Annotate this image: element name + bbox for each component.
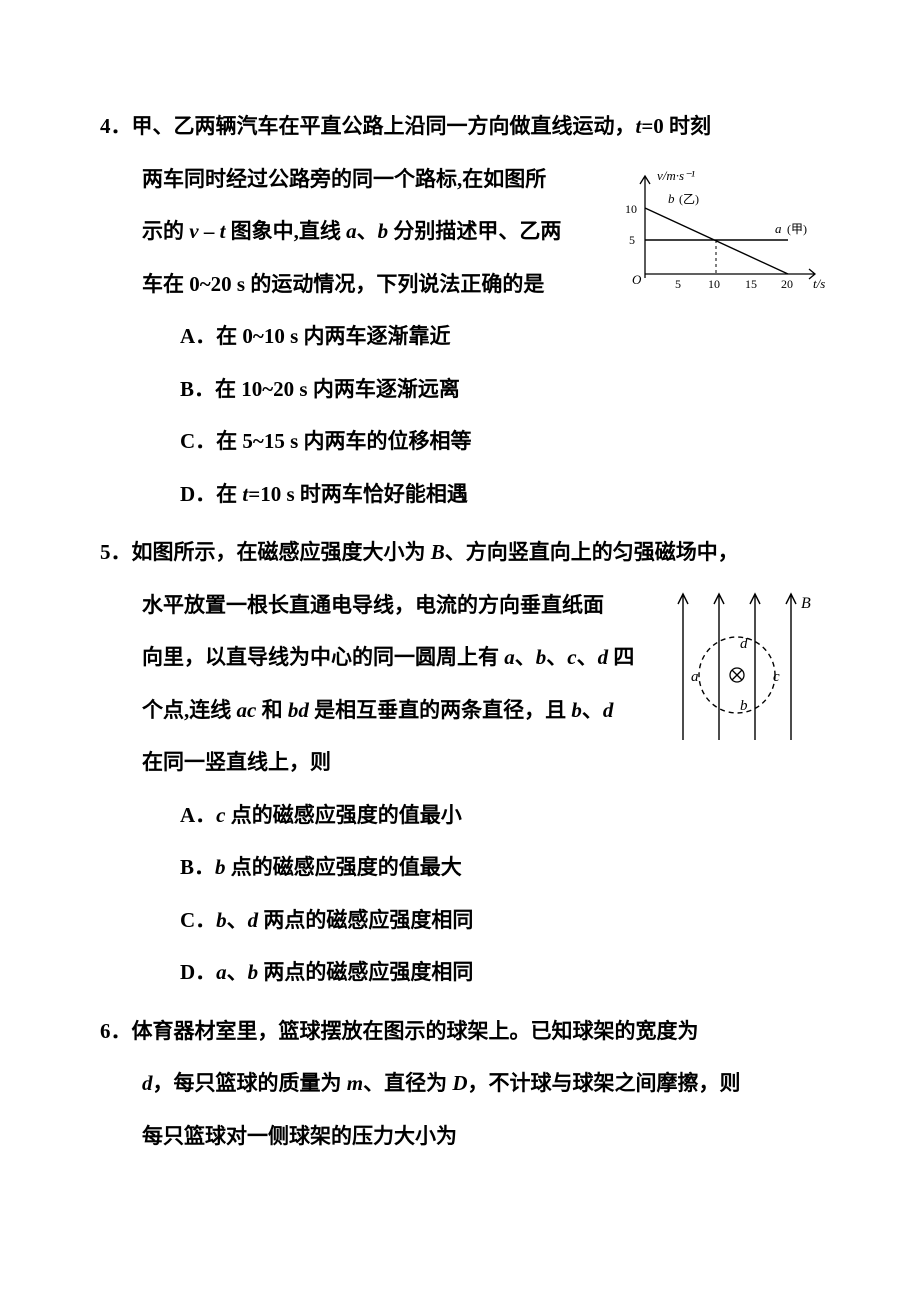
svg-text:c: c <box>773 669 780 685</box>
q5-optB: B．b 点的磁感应强度的值最大 <box>180 841 830 894</box>
q6-stem: 6．体育器材室里，篮球摆放在图示的球架上。已知球架的宽度为 d，每只篮球的质量为… <box>100 1005 830 1163</box>
svg-text:5: 5 <box>675 277 681 291</box>
question-5: 5．如图所示，在磁感应强度大小为 B、方向竖直向上的匀强磁场中， 水平放置一根长… <box>100 526 830 999</box>
q4-l3a: 示的 <box>142 219 189 243</box>
q5-optD: D．a、b 两点的磁感应强度相同 <box>180 946 830 999</box>
q5-diagram: a c d b B <box>655 580 830 750</box>
svg-text:10: 10 <box>625 202 637 216</box>
q4-optC: C．在 5~15 s 内两车的位移相等 <box>180 415 830 468</box>
question-4-body: 4．甲、乙两辆汽车在平直公路上沿同一方向做直线运动，t=0 时刻 两车同时经过公… <box>100 100 830 310</box>
q4-l3e: 分别描述甲、乙两 <box>388 219 561 243</box>
magnetic-field-icon: a c d b B <box>655 580 830 750</box>
svg-text:10: 10 <box>708 277 720 291</box>
svg-text:a: a <box>775 221 782 236</box>
question-6: 6．体育器材室里，篮球摆放在图示的球架上。已知球架的宽度为 d，每只篮球的质量为… <box>100 1005 830 1163</box>
x-axis-label: t/s <box>813 276 825 291</box>
question-5-body: 5．如图所示，在磁感应强度大小为 B、方向竖直向上的匀强磁场中， 水平放置一根长… <box>100 526 830 789</box>
q4-b: b <box>378 219 389 243</box>
q4-a: a <box>346 219 357 243</box>
q4-l1: 甲、乙两辆汽车在平直公路上沿同一方向做直线运动， <box>132 114 636 138</box>
svg-text:B: B <box>801 595 811 612</box>
svg-text:a: a <box>691 669 699 685</box>
q4-l1b: =0 时刻 <box>641 114 711 138</box>
svg-text:b: b <box>740 698 748 714</box>
svg-text:(乙): (乙) <box>679 192 699 206</box>
q6-number: 6． <box>100 1019 132 1043</box>
q4-optD: D．在 t=10 s 时两车恰好能相遇 <box>180 468 830 521</box>
q4-v: v <box>189 219 198 243</box>
q4-l3d: 、 <box>357 219 378 243</box>
svg-text:O: O <box>632 272 642 287</box>
svg-text:b: b <box>668 191 675 206</box>
y-axis-label: v/m·s⁻¹ <box>657 168 695 183</box>
q4-options: A．在 0~10 s 内两车逐渐靠近 B．在 10~20 s 内两车逐渐远离 C… <box>100 310 830 520</box>
question-4: 4．甲、乙两辆汽车在平直公路上沿同一方向做直线运动，t=0 时刻 两车同时经过公… <box>100 100 830 520</box>
q4-l3c: 图象中,直线 <box>225 219 346 243</box>
q4-optA: A．在 0~10 s 内两车逐渐靠近 <box>180 310 830 363</box>
q4-l3b: – <box>199 219 220 243</box>
q5-options: A．c 点的磁感应强度的值最小 B．b 点的磁感应强度的值最大 C．b、d 两点… <box>100 789 830 999</box>
q5-number: 5． <box>100 540 132 564</box>
svg-text:5: 5 <box>629 233 635 247</box>
svg-text:15: 15 <box>745 277 757 291</box>
q5-optC: C．b、d 两点的磁感应强度相同 <box>180 894 830 947</box>
q5-optA: A．c 点的磁感应强度的值最小 <box>180 789 830 842</box>
svg-text:(甲): (甲) <box>787 222 807 236</box>
svg-text:20: 20 <box>781 277 793 291</box>
q4-optB: B．在 10~20 s 内两车逐渐远离 <box>180 363 830 416</box>
vt-graph-icon: v/m·s⁻¹ t/s O 5 10 5 10 15 20 b (乙) <box>615 166 830 296</box>
q4-number: 4． <box>100 114 132 138</box>
svg-text:d: d <box>740 636 748 652</box>
q4-chart: v/m·s⁻¹ t/s O 5 10 5 10 15 20 b (乙) <box>615 166 830 296</box>
